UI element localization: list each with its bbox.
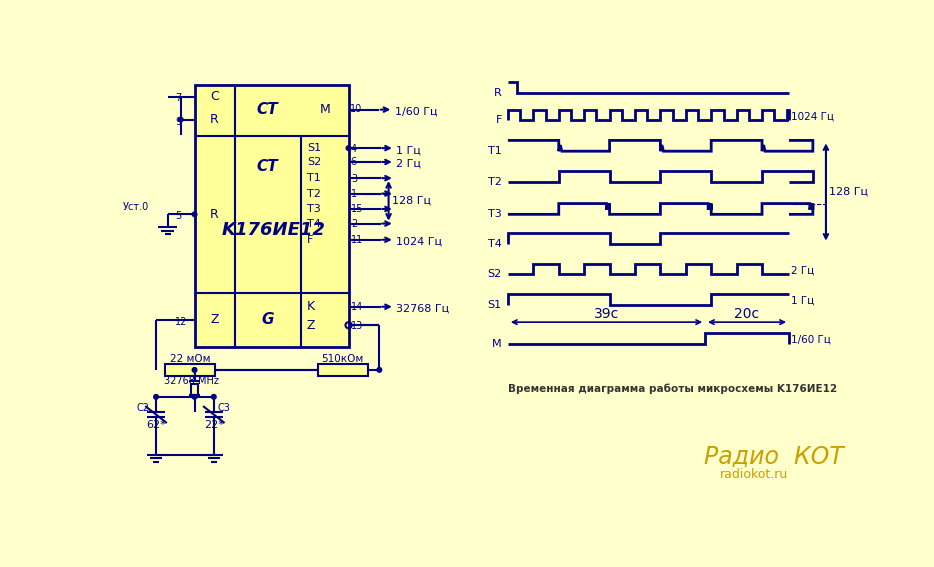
Text: 1/60 Гц: 1/60 Гц xyxy=(395,107,437,117)
Text: 20с: 20с xyxy=(734,307,759,321)
Text: R: R xyxy=(210,208,219,221)
Text: T1: T1 xyxy=(307,173,320,183)
Circle shape xyxy=(192,367,197,372)
Text: 11: 11 xyxy=(351,235,363,245)
Bar xyxy=(191,384,198,395)
Text: 15: 15 xyxy=(351,204,363,214)
Text: 1 Гц: 1 Гц xyxy=(791,296,814,306)
Text: radiokot.ru: radiokot.ru xyxy=(720,468,788,481)
Text: 1024 Гц: 1024 Гц xyxy=(396,236,443,247)
Text: 22 мОм: 22 мОм xyxy=(170,354,211,365)
Text: T4: T4 xyxy=(488,239,502,248)
Text: 3: 3 xyxy=(351,174,357,184)
Text: 2 Гц: 2 Гц xyxy=(791,265,814,275)
Text: 14: 14 xyxy=(351,302,363,312)
Text: T4: T4 xyxy=(307,219,321,229)
Text: G: G xyxy=(262,312,274,327)
Text: M: M xyxy=(319,103,330,116)
Text: R: R xyxy=(494,88,502,98)
Text: T2: T2 xyxy=(488,177,502,187)
Text: C3: C3 xyxy=(218,403,231,413)
Text: F: F xyxy=(307,235,313,245)
Text: T3: T3 xyxy=(307,204,320,214)
Circle shape xyxy=(178,117,183,122)
Text: S1: S1 xyxy=(488,300,502,310)
Circle shape xyxy=(192,395,197,399)
Circle shape xyxy=(211,395,216,399)
Text: CT: CT xyxy=(257,102,278,117)
Text: K176ИЕ12: K176ИЕ12 xyxy=(222,221,326,239)
Circle shape xyxy=(347,146,351,150)
Text: 510кОм: 510кОм xyxy=(321,354,363,365)
Text: 2 Гц: 2 Гц xyxy=(396,159,421,169)
Text: C2: C2 xyxy=(136,403,149,413)
Text: 32768 Гц: 32768 Гц xyxy=(396,304,449,314)
Text: 1 Гц: 1 Гц xyxy=(396,145,421,155)
Text: 1024 Гц: 1024 Гц xyxy=(791,111,834,121)
Text: Временная диаграмма работы микросхемы K176ИЕ12: Временная диаграмма работы микросхемы K1… xyxy=(508,384,837,394)
Text: 9: 9 xyxy=(176,117,181,126)
Circle shape xyxy=(377,367,382,372)
Text: 62*: 62* xyxy=(146,420,166,430)
Text: R: R xyxy=(210,113,219,126)
Circle shape xyxy=(154,395,159,399)
Text: 128 Гц: 128 Гц xyxy=(391,196,431,205)
Bar xyxy=(165,363,216,376)
Text: 6: 6 xyxy=(351,158,357,167)
Bar xyxy=(194,85,348,347)
Text: 2: 2 xyxy=(351,219,357,229)
Text: S2: S2 xyxy=(488,269,502,280)
Text: Z: Z xyxy=(210,314,219,327)
Text: 1/60 Гц: 1/60 Гц xyxy=(791,335,831,345)
Text: K: K xyxy=(307,301,315,313)
Text: C: C xyxy=(210,90,219,103)
Text: 7: 7 xyxy=(176,94,181,103)
Text: 12: 12 xyxy=(176,317,188,327)
Text: 13: 13 xyxy=(351,320,363,331)
Text: 4: 4 xyxy=(351,143,357,154)
Bar xyxy=(318,363,368,376)
Text: Радио  КОТ: Радио КОТ xyxy=(704,445,844,469)
Text: 10: 10 xyxy=(350,104,362,114)
Text: F: F xyxy=(495,116,502,125)
Text: Уст.0: Уст.0 xyxy=(123,202,149,212)
Text: S2: S2 xyxy=(307,157,321,167)
Text: CT: CT xyxy=(257,159,278,174)
Text: M: M xyxy=(492,338,502,349)
Text: Z: Z xyxy=(307,319,316,332)
Text: 128 Гц: 128 Гц xyxy=(829,187,868,197)
Text: 5: 5 xyxy=(176,211,181,221)
Text: T3: T3 xyxy=(488,209,502,219)
Circle shape xyxy=(192,212,197,217)
Text: S1: S1 xyxy=(307,143,321,153)
Text: 39с: 39с xyxy=(594,307,619,321)
Text: T2: T2 xyxy=(307,189,321,198)
Text: 1: 1 xyxy=(351,189,357,199)
Text: 32768 MHz: 32768 MHz xyxy=(163,376,219,386)
Text: T1: T1 xyxy=(488,146,502,156)
Text: 22*: 22* xyxy=(204,420,224,430)
